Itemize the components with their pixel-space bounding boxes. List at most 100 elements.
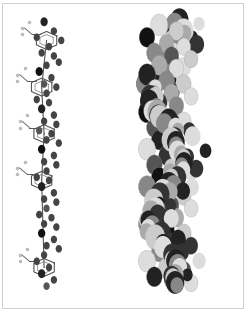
Circle shape (59, 37, 64, 44)
Circle shape (51, 190, 56, 196)
Circle shape (171, 230, 185, 248)
Circle shape (164, 267, 179, 285)
Circle shape (151, 14, 168, 36)
Circle shape (147, 118, 162, 137)
Circle shape (169, 128, 182, 144)
Circle shape (41, 18, 47, 26)
Circle shape (164, 159, 179, 177)
Circle shape (190, 160, 203, 177)
Circle shape (177, 162, 190, 178)
Circle shape (147, 192, 162, 212)
Circle shape (156, 235, 170, 252)
Circle shape (185, 31, 197, 47)
Circle shape (44, 168, 49, 174)
Circle shape (54, 121, 59, 128)
Circle shape (148, 86, 159, 100)
Circle shape (159, 239, 171, 254)
Circle shape (140, 224, 153, 239)
Circle shape (162, 90, 174, 105)
Circle shape (44, 90, 49, 96)
Circle shape (167, 272, 184, 293)
Circle shape (172, 123, 183, 137)
Circle shape (193, 253, 205, 268)
Circle shape (167, 43, 178, 57)
Circle shape (150, 105, 167, 127)
Circle shape (158, 44, 174, 64)
Circle shape (176, 153, 192, 173)
Circle shape (169, 167, 185, 188)
Circle shape (146, 225, 164, 248)
Circle shape (154, 180, 172, 202)
Circle shape (39, 50, 44, 56)
Circle shape (165, 252, 178, 268)
Circle shape (168, 132, 184, 152)
Circle shape (166, 269, 180, 286)
Circle shape (158, 48, 173, 66)
Circle shape (181, 149, 193, 164)
Circle shape (142, 86, 158, 107)
Circle shape (200, 144, 211, 157)
Circle shape (185, 179, 198, 195)
Circle shape (164, 196, 179, 215)
Circle shape (51, 53, 56, 59)
Circle shape (183, 269, 192, 281)
Circle shape (141, 90, 158, 112)
Circle shape (47, 177, 51, 183)
Circle shape (169, 134, 184, 152)
Circle shape (47, 44, 51, 50)
Circle shape (169, 171, 184, 190)
Circle shape (168, 33, 181, 48)
Circle shape (42, 81, 47, 87)
Circle shape (39, 146, 45, 153)
Circle shape (169, 22, 184, 40)
Circle shape (150, 80, 161, 95)
Circle shape (143, 201, 159, 221)
Circle shape (151, 106, 168, 128)
Circle shape (56, 246, 61, 252)
Circle shape (159, 183, 174, 203)
Circle shape (173, 259, 186, 276)
Circle shape (49, 131, 54, 137)
Circle shape (147, 198, 163, 218)
Circle shape (164, 233, 179, 252)
Circle shape (176, 158, 187, 173)
Circle shape (165, 83, 179, 101)
Circle shape (177, 150, 190, 165)
Circle shape (176, 58, 191, 76)
Circle shape (47, 100, 51, 106)
Circle shape (176, 224, 191, 243)
Circle shape (44, 243, 49, 249)
Circle shape (184, 237, 198, 254)
Circle shape (139, 27, 155, 47)
Circle shape (185, 127, 200, 145)
Circle shape (37, 211, 42, 218)
Circle shape (165, 199, 175, 212)
Circle shape (145, 65, 162, 87)
Circle shape (47, 264, 51, 271)
Circle shape (34, 174, 39, 180)
Circle shape (184, 50, 198, 68)
Circle shape (174, 19, 193, 43)
Circle shape (152, 222, 170, 245)
Circle shape (49, 75, 54, 81)
Circle shape (184, 162, 198, 180)
Circle shape (145, 66, 159, 83)
Circle shape (147, 155, 162, 175)
Circle shape (184, 88, 198, 105)
Circle shape (164, 244, 180, 265)
Circle shape (159, 146, 174, 165)
Circle shape (176, 75, 191, 93)
Circle shape (184, 125, 198, 142)
Circle shape (151, 55, 167, 75)
Circle shape (44, 62, 49, 68)
Circle shape (51, 152, 56, 159)
Circle shape (42, 159, 47, 165)
Circle shape (176, 261, 191, 280)
Circle shape (145, 216, 159, 234)
Circle shape (142, 220, 155, 236)
Circle shape (34, 258, 39, 264)
Circle shape (171, 278, 183, 293)
Circle shape (160, 173, 178, 196)
Circle shape (184, 123, 195, 137)
Circle shape (169, 96, 184, 115)
